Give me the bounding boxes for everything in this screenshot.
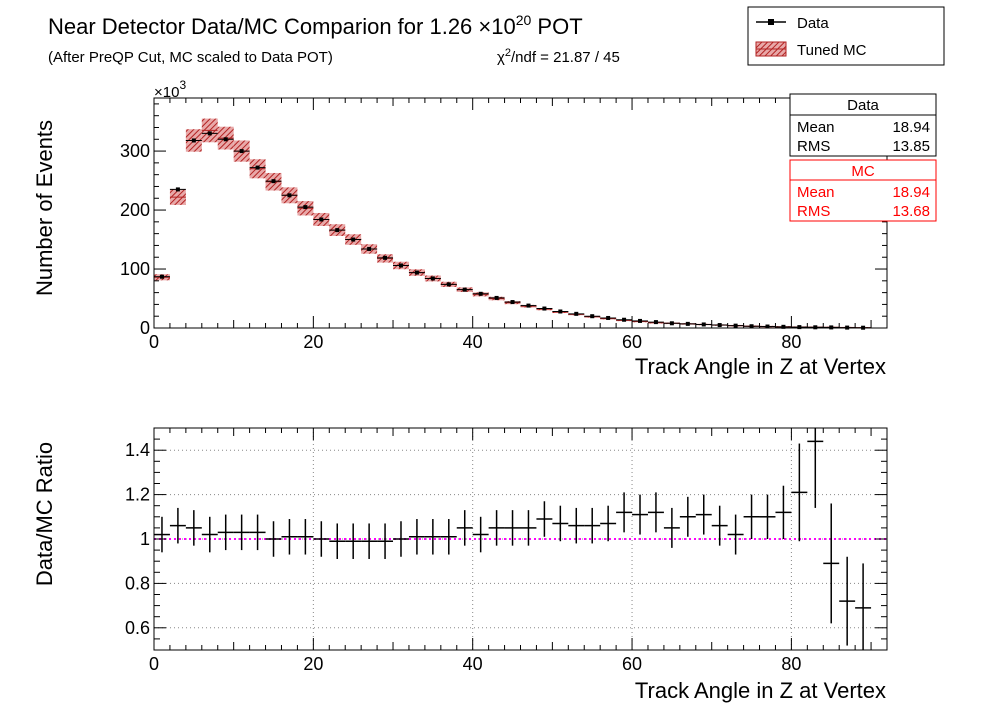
top-tick-labels: 0 20 40 60 80 0 100 200 300	[120, 141, 801, 352]
data-point	[622, 317, 627, 322]
data-point	[398, 263, 403, 268]
data-point	[590, 314, 595, 319]
data-point	[606, 315, 611, 320]
bottom-y-tick-label: 0.8	[125, 573, 150, 593]
data-point	[351, 237, 356, 242]
stats-data-mean-value: 18.94	[892, 119, 930, 136]
legend: Data Tuned MC	[747, 6, 945, 66]
data-point	[733, 323, 738, 328]
data-point	[335, 228, 340, 233]
bottom-tick-labels: 0 20 40 60 80 0.6 0.8 1 1.2 1.4	[125, 440, 801, 674]
top-bands	[154, 118, 872, 329]
data-point	[510, 300, 515, 305]
data-point	[239, 149, 244, 154]
data-point	[526, 303, 531, 308]
bottom-y-tick-label: 1.2	[125, 485, 150, 505]
top-ticks	[153, 98, 888, 329]
stats-mc-box: MC Mean 18.94 RMS 13.68	[789, 159, 937, 222]
top-y-tick-label: 100	[120, 259, 150, 279]
stats-mc-mean-value: 18.94	[892, 184, 930, 201]
top-y-tick-label: 200	[120, 200, 150, 220]
data-point	[685, 321, 690, 326]
data-point	[781, 324, 786, 329]
data-point	[303, 205, 308, 210]
stats-mc-mean-label: Mean	[797, 184, 835, 201]
stats-mc-frame	[789, 159, 937, 222]
data-point	[478, 291, 483, 296]
data-point	[669, 321, 674, 326]
bottom-x-tick-label: 0	[149, 654, 159, 674]
stats-data-frame	[789, 93, 937, 157]
data-point	[797, 325, 802, 330]
top-x-tick-label: 0	[149, 332, 159, 352]
data-point	[542, 306, 547, 311]
chart-subtitle: (After PreQP Cut, MC scaled to Data POT)	[48, 49, 333, 66]
bottom-y-tick-label: 1	[140, 529, 150, 549]
bottom-y-tick-label: 0.6	[125, 618, 150, 638]
top-x-axis-label: Track Angle in Z at Vertex	[635, 354, 886, 379]
data-point	[271, 179, 276, 184]
data-point	[207, 131, 212, 136]
chi2-label: χ2/ndf = 21.87 / 45	[497, 47, 620, 66]
top-x-tick-label: 80	[781, 332, 801, 352]
bottom-x-axis-label: Track Angle in Z at Vertex	[635, 678, 886, 703]
top-y-tick-label: 300	[120, 141, 150, 161]
stats-data-title: Data	[847, 97, 879, 114]
data-point	[653, 320, 658, 325]
data-point	[494, 295, 499, 300]
bottom-ticks	[153, 427, 888, 651]
stats-data-box: Data Mean 18.94 RMS 13.85	[789, 93, 937, 157]
stats-mc-rms-label: RMS	[797, 203, 830, 220]
legend-mc-label: Tuned MC	[797, 42, 867, 59]
data-point	[829, 325, 834, 330]
data-point	[175, 187, 180, 192]
top-x-tick-label: 20	[303, 332, 323, 352]
data-point	[574, 311, 579, 316]
data-point	[462, 287, 467, 292]
data-point	[813, 325, 818, 330]
data-point	[749, 324, 754, 329]
data-point	[414, 270, 419, 275]
top-panel: 0 20 40 60 80 0 100 200 300 ×103 Track Angle in …	[32, 78, 888, 379]
top-x-tick-label: 40	[463, 332, 483, 352]
data-point	[367, 246, 372, 251]
legend-data-marker	[768, 19, 774, 25]
top-y-tick-label: 0	[140, 318, 150, 338]
data-point	[717, 323, 722, 328]
stats-mc-title: MC	[851, 163, 874, 180]
data-point	[319, 217, 324, 222]
data-point	[558, 309, 563, 314]
stats-data-rms-label: RMS	[797, 138, 830, 155]
data-point	[446, 282, 451, 287]
data-point	[701, 322, 706, 327]
top-x-tick-label: 60	[622, 332, 642, 352]
top-y-axis-label: Number of Events	[32, 120, 57, 296]
data-point	[223, 137, 228, 142]
data-point	[287, 193, 292, 198]
bottom-y-tick-label: 1.4	[125, 440, 150, 460]
stats-mc-rms-value: 13.68	[892, 203, 930, 220]
data-point	[255, 165, 260, 170]
legend-data-label: Data	[797, 15, 829, 32]
bottom-y-axis-label: Data/MC Ratio	[32, 442, 57, 586]
stats-data-rms-value: 13.85	[892, 138, 930, 155]
data-point	[383, 255, 388, 260]
top-frame	[153, 97, 888, 329]
data-point	[638, 318, 643, 323]
bottom-x-tick-label: 60	[622, 654, 642, 674]
bottom-panel: 0 20 40 60 80 0.6 0.8 1 1.2 1.4 Track Angle in Z …	[32, 427, 888, 703]
data-point	[430, 276, 435, 281]
top-y-multiplier: ×103	[154, 78, 186, 101]
bottom-grid	[154, 428, 887, 650]
bottom-x-tick-label: 80	[781, 654, 801, 674]
bottom-x-tick-label: 20	[303, 654, 323, 674]
bottom-x-tick-label: 40	[463, 654, 483, 674]
data-point	[159, 274, 164, 279]
chart-title: Near Detector Data/MC Comparion for 1.26…	[48, 12, 583, 39]
data-point	[765, 324, 770, 329]
bottom-points	[154, 428, 872, 650]
data-point	[191, 138, 196, 143]
stats-data-mean-label: Mean	[797, 119, 835, 136]
